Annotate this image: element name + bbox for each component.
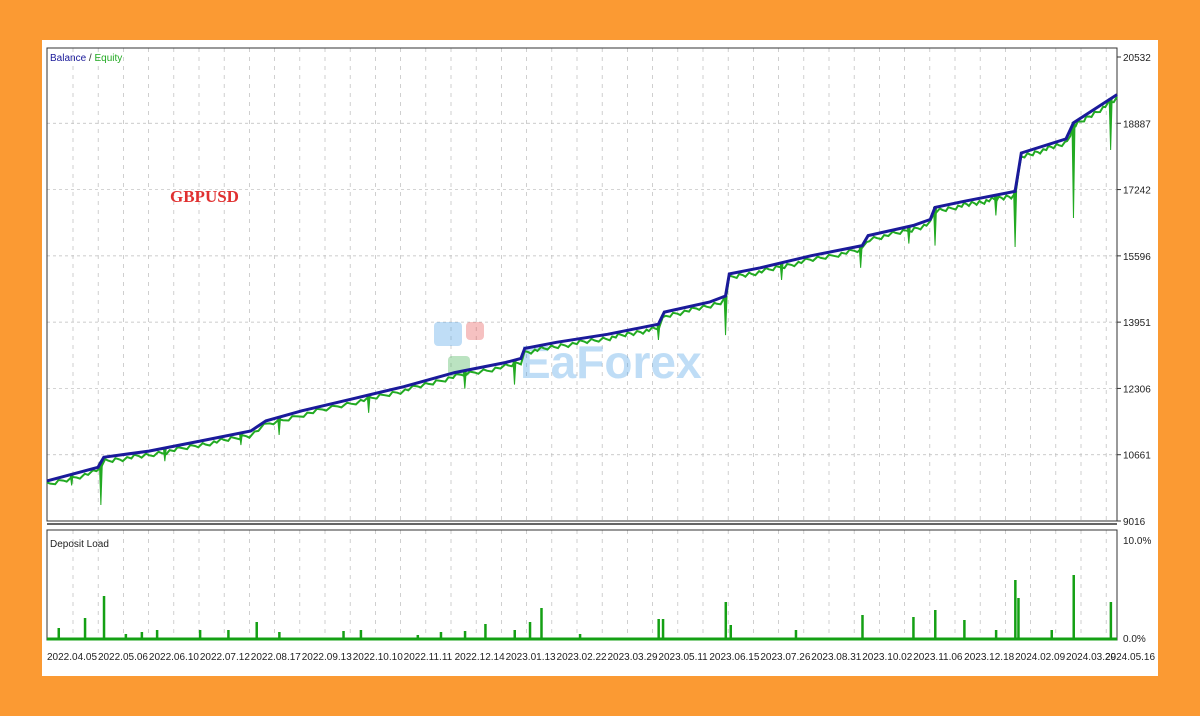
deposit-bar	[278, 632, 281, 640]
deposit-bar	[359, 630, 363, 640]
x-tick-label: 2022.10.10	[353, 652, 403, 663]
equity-dip	[512, 359, 517, 385]
deposit-load-title: Deposit Load	[50, 539, 109, 550]
symbol-label: GBPUSD	[170, 187, 239, 206]
deposit-bar	[540, 608, 543, 640]
deposit-bar	[484, 624, 487, 640]
legend: Balance / Equity	[50, 53, 122, 64]
equity-dip	[98, 461, 103, 506]
deposit-y-tick-label: 10.0%	[1123, 536, 1151, 547]
deposit-bar	[963, 620, 966, 640]
equity-dip	[906, 225, 911, 244]
x-tick-label: 2023.03.29	[607, 652, 657, 663]
y-tick-label: 18887	[1123, 119, 1151, 130]
x-tick-label: 2023.11.06	[913, 652, 963, 663]
x-tick-label: 2022.04.05	[47, 652, 97, 663]
y-tick-label: 15596	[1123, 252, 1151, 263]
deposit-y-tick-label: 0.0%	[1123, 634, 1146, 645]
chart-svg: 20532 18887 17242 15596 13951 12306 10661 9016 E…	[46, 47, 1155, 663]
x-tick-label: 2023.12.18	[964, 652, 1014, 663]
equity-line	[46, 96, 1118, 486]
deposit-bar	[140, 632, 144, 640]
x-tick-label: 2023.07.26	[760, 652, 810, 663]
deposit-bar	[528, 622, 532, 640]
y-tick-label: 12306	[1123, 384, 1151, 395]
deposit-bar	[416, 635, 420, 640]
y-tick-label: 13951	[1123, 318, 1151, 329]
deposit-bar	[513, 630, 516, 640]
equity-dip	[366, 394, 371, 413]
legend-equity: Equity	[94, 53, 122, 64]
x-tick-label: 2022.12.14	[455, 652, 505, 663]
equity-dip	[1013, 190, 1018, 248]
x-tick-label: 2022.06.10	[149, 652, 199, 663]
x-tick-label: 2022.07.12	[200, 652, 250, 663]
equity-dip	[238, 432, 243, 446]
deposit-bar	[724, 602, 728, 640]
deposit-bar	[83, 618, 87, 640]
x-tick-label: 2022.05.06	[98, 652, 148, 663]
equity-dip	[162, 447, 167, 462]
deposit-bar	[227, 630, 230, 640]
y-tick-label: 9016	[1123, 517, 1146, 528]
watermark-logo: EaForex	[434, 322, 702, 388]
deposit-bar	[255, 622, 258, 640]
deposit-bar	[861, 615, 864, 640]
x-tick-label: 2023.10.02	[862, 652, 912, 663]
chart-frame: 20532 18887 17242 15596 13951 12306 10661 9016 E…	[42, 40, 1158, 676]
y-tick-label: 20532	[1123, 53, 1151, 64]
deposit-bar	[124, 634, 128, 640]
legend-separator: /	[86, 53, 94, 64]
x-tick-label: 2022.08.17	[251, 652, 301, 663]
x-tick-label: 2022.09.13	[302, 652, 352, 663]
x-tick-label: 2023.01.13	[506, 652, 556, 663]
deposit-bar	[794, 630, 798, 640]
y-tick-label: 17242	[1123, 186, 1151, 197]
deposit-bar	[1109, 602, 1113, 640]
main-panel-border	[46, 47, 1118, 522]
x-tick-label: 2023.05.11	[658, 652, 708, 663]
equity-dip	[277, 416, 282, 436]
y-tick-label: 10661	[1123, 451, 1151, 462]
balance-line	[46, 93, 1118, 483]
deposit-bar	[657, 619, 660, 640]
x-tick-label: 2022.11.11	[404, 652, 453, 663]
deposit-panel-border	[46, 529, 1118, 641]
deposit-bar	[342, 631, 345, 640]
equity-dip	[993, 194, 998, 216]
deposit-bar	[57, 628, 61, 640]
deposit-bar	[1017, 598, 1020, 640]
equity-dip	[858, 245, 863, 268]
deposit-bar	[155, 630, 159, 640]
x-tick-label: 2024.02.09	[1015, 652, 1065, 663]
deposit-bar	[578, 634, 582, 640]
x-tick-label: 2023.08.31	[811, 652, 861, 663]
equity-dip	[462, 370, 467, 389]
deposit-bar	[1050, 630, 1053, 640]
deposit-bar	[198, 630, 202, 640]
deposit-bar	[934, 610, 937, 640]
deposit-bar	[1014, 580, 1017, 640]
deposit-bar	[912, 617, 915, 640]
equity-dip	[1071, 122, 1076, 219]
deposit-bar	[1072, 575, 1075, 640]
deposit-bar	[439, 632, 443, 640]
deposit-bar	[102, 596, 106, 640]
x-tick-label: 2024.05.16	[1105, 652, 1155, 663]
deposit-bar	[463, 631, 467, 640]
x-tick-label: 2023.06.15	[709, 652, 759, 663]
equity-dip	[723, 295, 728, 336]
equity-dip	[779, 262, 784, 280]
x-tick-label: 2023.02.22	[557, 652, 607, 663]
legend-balance: Balance	[50, 53, 87, 64]
deposit-bar	[729, 625, 733, 640]
equity-dip	[1108, 98, 1113, 151]
deposit-bar	[661, 619, 665, 640]
x-tick-label: 2024.03.29	[1066, 652, 1116, 663]
deposit-bar	[994, 630, 998, 640]
